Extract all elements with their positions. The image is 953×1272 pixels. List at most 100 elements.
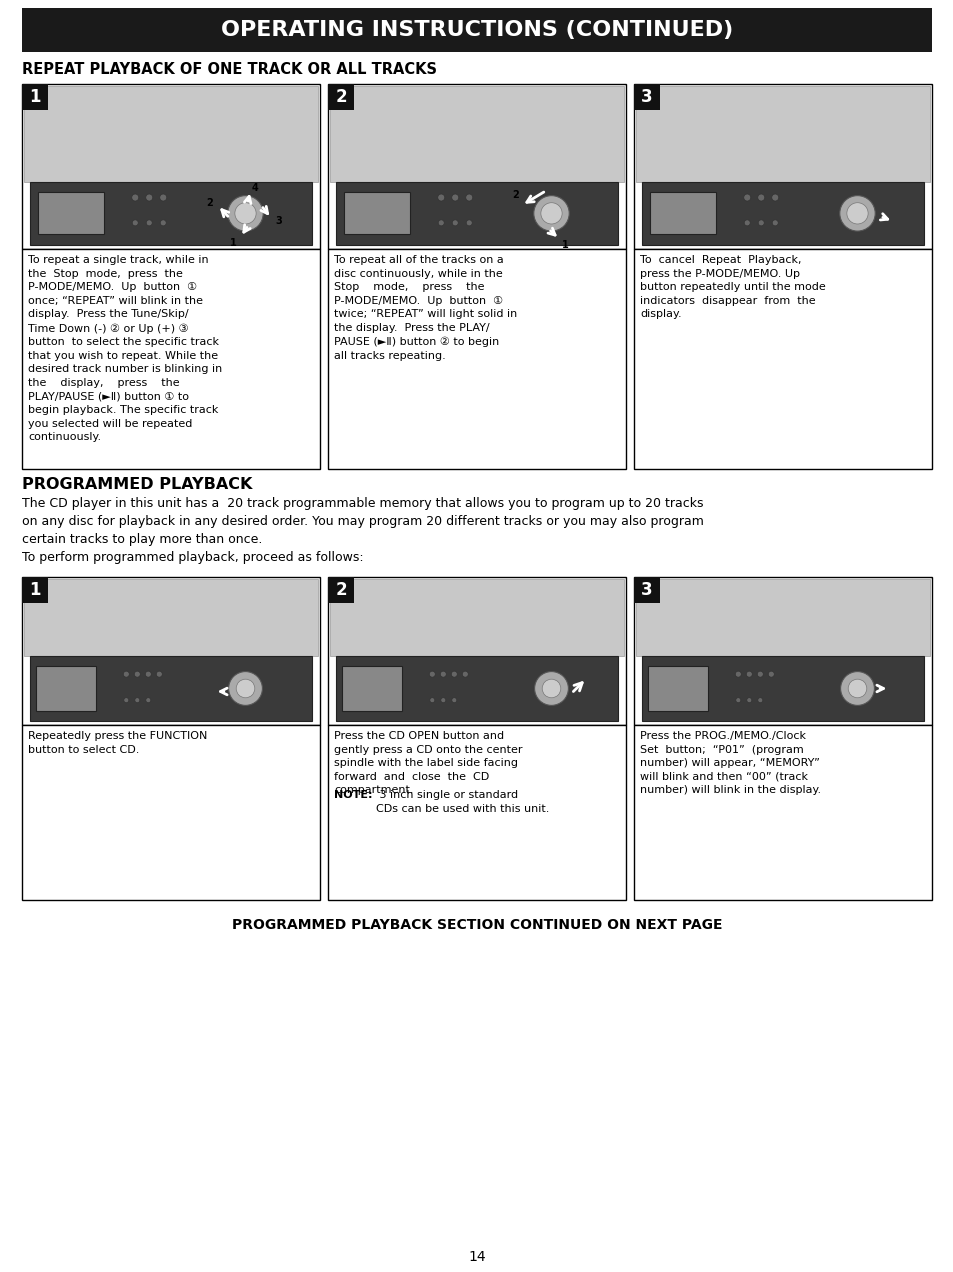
Circle shape [229, 672, 262, 706]
Bar [328, 84, 354, 109]
Bar [636, 579, 929, 656]
Bar [335, 182, 618, 245]
Circle shape [430, 697, 435, 702]
Circle shape [160, 220, 166, 226]
Circle shape [840, 672, 874, 706]
Bar [328, 577, 625, 725]
Circle shape [743, 195, 750, 201]
Text: 4: 4 [252, 183, 258, 192]
Circle shape [156, 672, 162, 677]
Text: To repeat all of the tracks on a
disc continuously, while in the
Stop    mode,  : To repeat all of the tracks on a disc co… [334, 254, 517, 361]
Circle shape [145, 672, 152, 677]
Circle shape [451, 672, 456, 677]
Circle shape [541, 679, 560, 698]
Circle shape [534, 672, 568, 706]
Bar [328, 84, 625, 249]
Bar [38, 192, 104, 234]
Text: PROGRAMMED PLAYBACK: PROGRAMMED PLAYBACK [22, 477, 253, 492]
Circle shape [132, 195, 138, 201]
Bar [634, 84, 931, 249]
Circle shape [735, 672, 740, 677]
Text: Press the CD OPEN button and
gently press a CD onto the center
spindle with the : Press the CD OPEN button and gently pres… [334, 731, 522, 795]
Circle shape [534, 196, 569, 232]
Circle shape [123, 672, 130, 677]
Bar [22, 84, 48, 109]
Text: 3: 3 [275, 216, 282, 226]
Text: OPERATING INSTRUCTIONS (CONTINUED): OPERATING INSTRUCTIONS (CONTINUED) [221, 20, 732, 39]
Text: 3: 3 [640, 88, 652, 106]
Bar [24, 86, 317, 182]
Circle shape [146, 220, 152, 226]
Bar [30, 656, 312, 721]
Circle shape [236, 679, 254, 698]
Text: 1: 1 [30, 581, 41, 599]
Circle shape [134, 672, 140, 677]
Circle shape [234, 202, 255, 224]
Text: 1: 1 [30, 88, 41, 106]
Circle shape [159, 195, 167, 201]
Circle shape [452, 195, 458, 201]
Bar [649, 192, 715, 234]
Bar [22, 725, 319, 901]
Bar [641, 182, 923, 245]
Bar [22, 577, 319, 725]
Circle shape [847, 679, 866, 698]
Text: 3: 3 [640, 581, 652, 599]
Bar [24, 579, 317, 656]
Circle shape [146, 195, 152, 201]
Circle shape [452, 697, 456, 702]
Circle shape [757, 697, 762, 702]
Text: To  cancel  Repeat  Playback,
press the P-MODE/MEMO. Up
button repeatedly until : To cancel Repeat Playback, press the P-M… [639, 254, 825, 319]
Circle shape [540, 202, 561, 224]
Circle shape [767, 672, 774, 677]
Bar [22, 84, 319, 249]
Bar [22, 8, 931, 52]
Circle shape [462, 672, 468, 677]
Circle shape [440, 697, 445, 702]
Bar [634, 725, 931, 901]
Circle shape [746, 697, 751, 702]
Bar [341, 665, 401, 711]
Text: Repeatedly press the FUNCTION
button to select CD.: Repeatedly press the FUNCTION button to … [28, 731, 207, 754]
Circle shape [124, 697, 129, 702]
Circle shape [745, 672, 752, 677]
Bar [330, 579, 623, 656]
Bar [634, 577, 931, 725]
Bar [634, 84, 659, 109]
Circle shape [146, 697, 151, 702]
Text: 2: 2 [206, 198, 213, 209]
Bar [330, 86, 623, 182]
Circle shape [440, 672, 446, 677]
Text: The CD player in this unit has a  20 track programmable memory that allows you t: The CD player in this unit has a 20 trac… [22, 497, 703, 563]
Bar [22, 577, 48, 603]
Bar [328, 249, 625, 469]
Text: NOTE:: NOTE: [334, 790, 372, 800]
Bar [22, 249, 319, 469]
Bar [30, 182, 312, 245]
Circle shape [132, 220, 138, 226]
Text: 2: 2 [512, 191, 518, 201]
Circle shape [846, 202, 867, 224]
Bar [634, 577, 659, 603]
Circle shape [757, 195, 764, 201]
Circle shape [735, 697, 740, 702]
Text: 2: 2 [335, 581, 347, 599]
Bar [634, 249, 931, 469]
Circle shape [758, 220, 763, 226]
Circle shape [134, 697, 140, 702]
Bar [636, 86, 929, 182]
Circle shape [429, 672, 435, 677]
Bar [328, 725, 625, 901]
Text: PROGRAMMED PLAYBACK SECTION CONTINUED ON NEXT PAGE: PROGRAMMED PLAYBACK SECTION CONTINUED ON… [232, 918, 721, 932]
Bar [335, 656, 618, 721]
Text: REPEAT PLAYBACK OF ONE TRACK OR ALL TRACKS: REPEAT PLAYBACK OF ONE TRACK OR ALL TRAC… [22, 62, 436, 78]
Text: 1: 1 [230, 238, 236, 248]
Circle shape [452, 220, 457, 226]
Circle shape [437, 195, 444, 201]
Text: To repeat a single track, while in
the  Stop  mode,  press  the
P-MODE/MEMO.  Up: To repeat a single track, while in the S… [28, 254, 222, 443]
Bar [344, 192, 409, 234]
Text: Press the PROG./MEMO./Clock
Set  button;  “P01”  (program
number) will appear, “: Press the PROG./MEMO./Clock Set button; … [639, 731, 821, 795]
Circle shape [743, 220, 749, 226]
Text: 14: 14 [468, 1250, 485, 1264]
Circle shape [228, 196, 263, 232]
